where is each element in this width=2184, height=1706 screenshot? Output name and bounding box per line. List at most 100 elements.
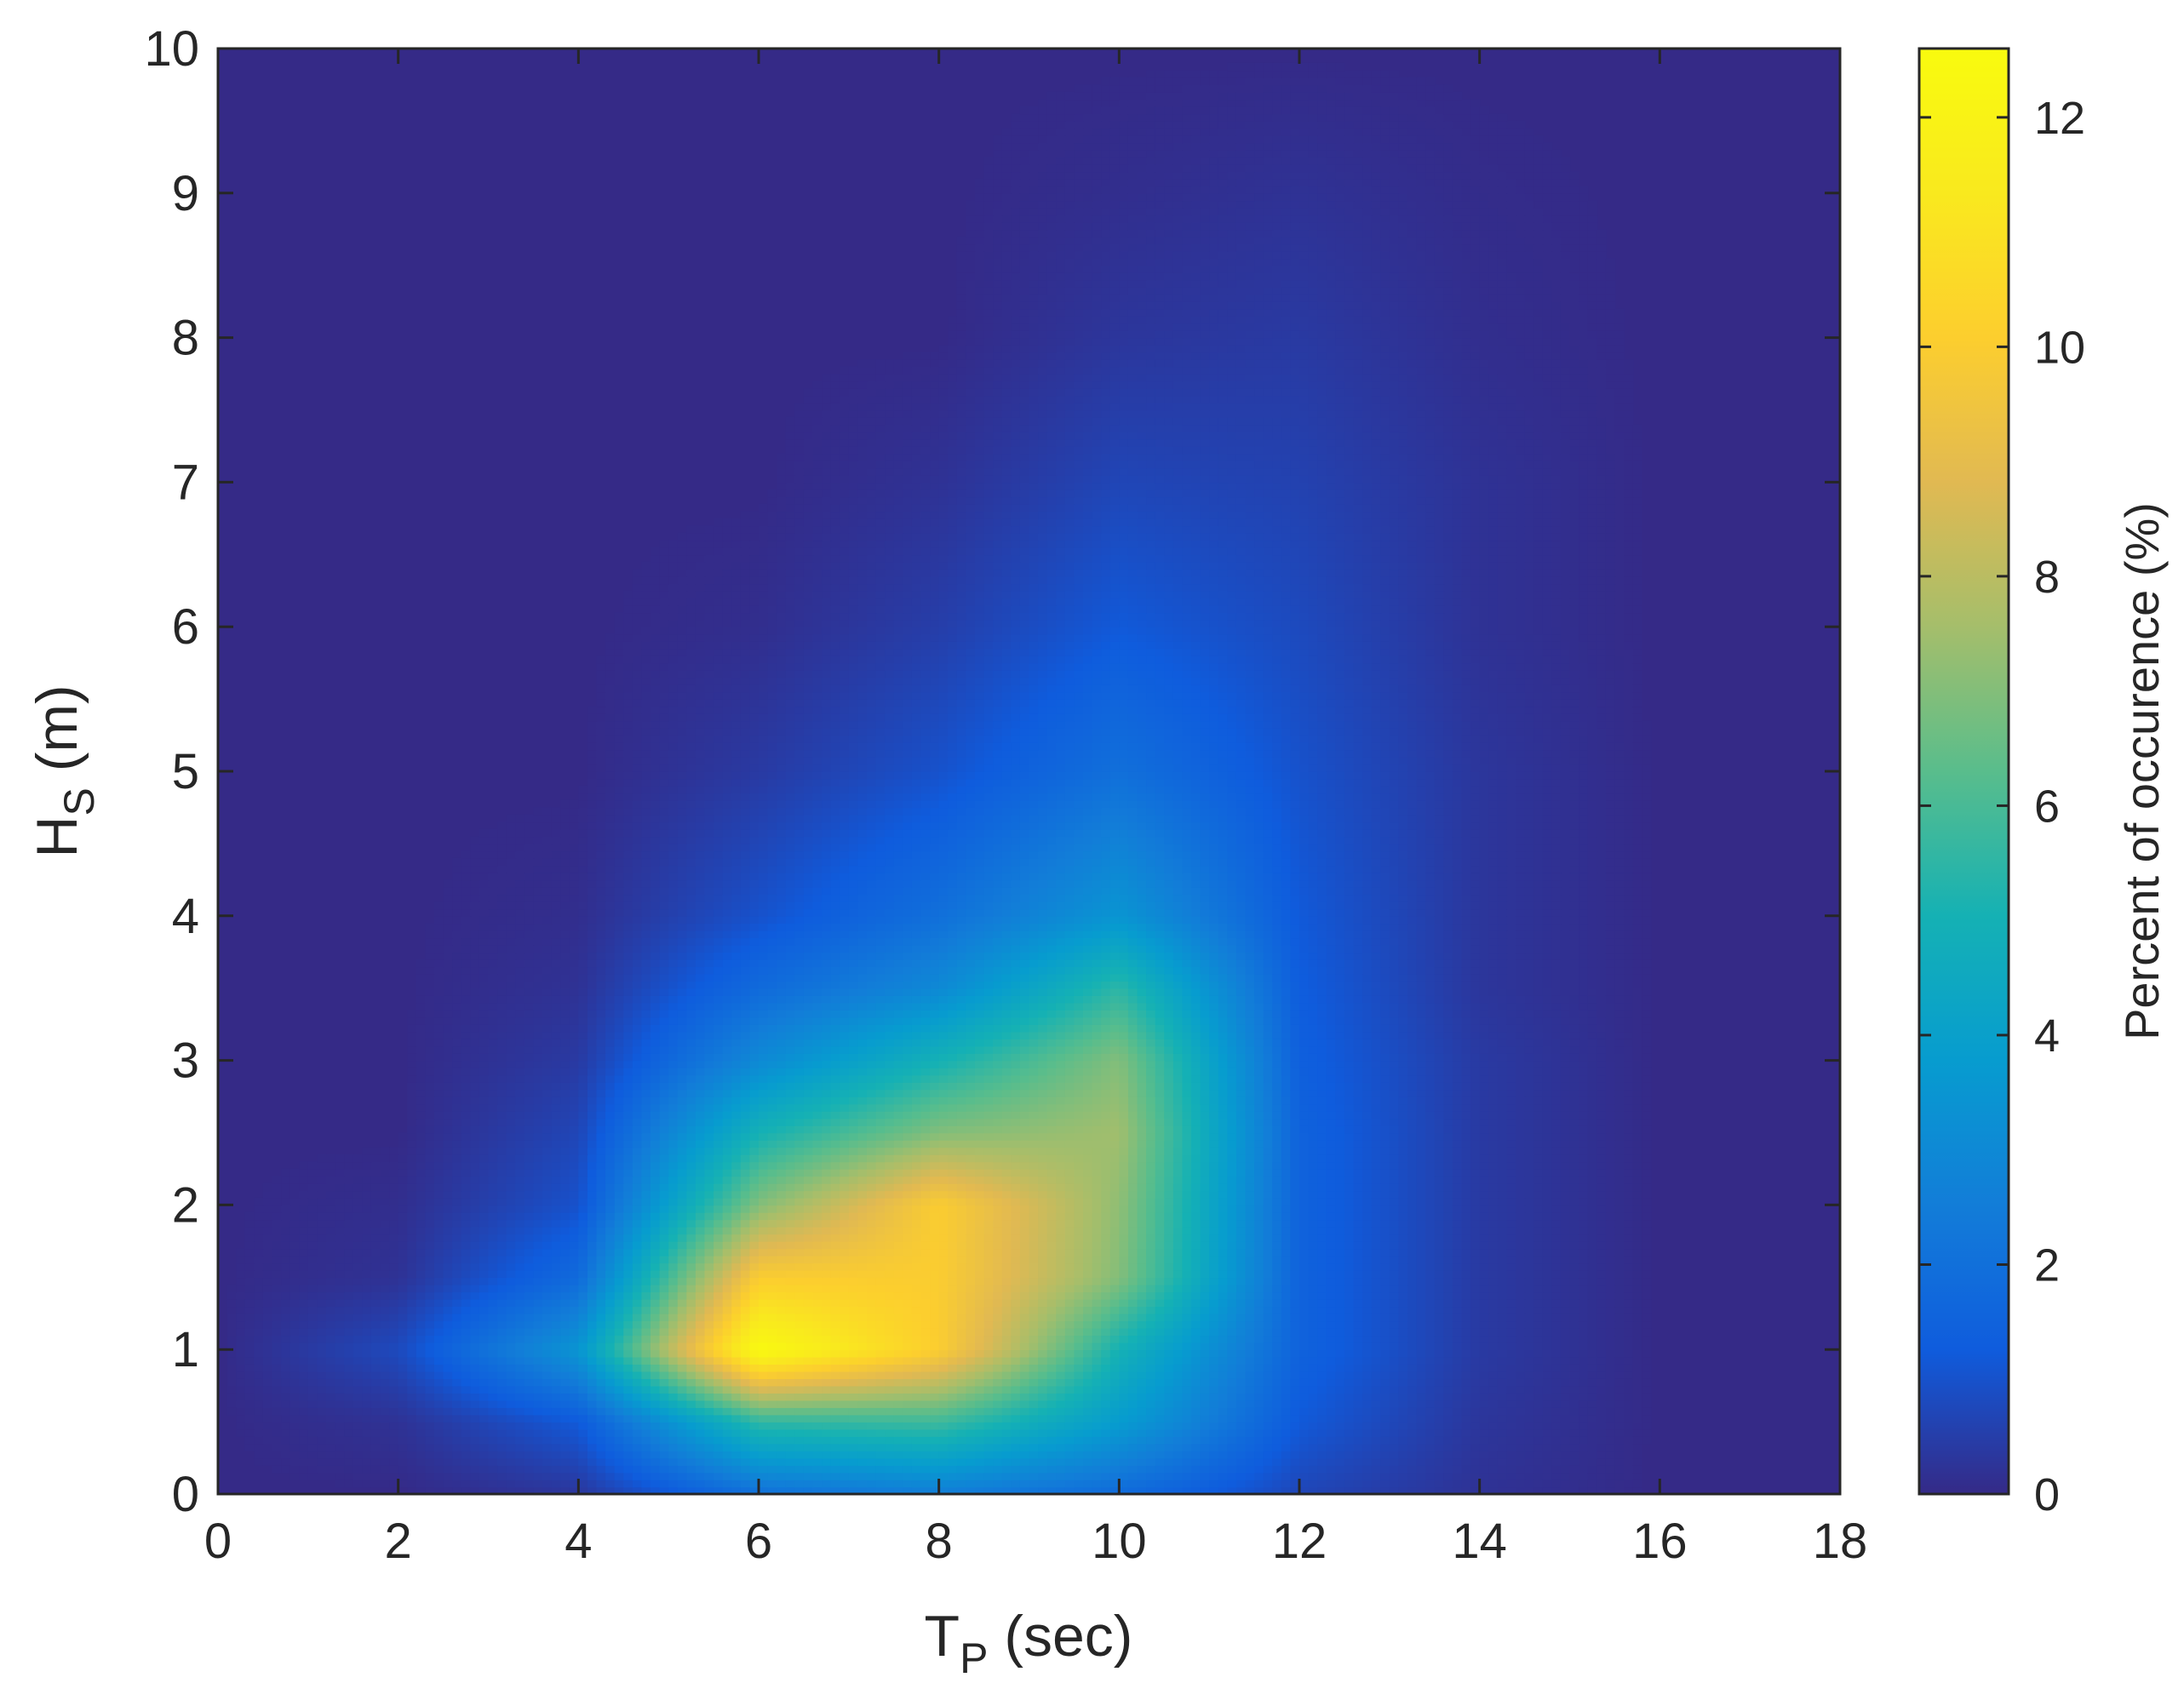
heatmap-cell [786,1277,795,1285]
heatmap-cell [867,1444,876,1451]
heatmap-cell [308,1451,318,1458]
heatmap-cell [407,1407,416,1415]
heatmap-cell [1218,1357,1228,1365]
heatmap-cell [1056,1262,1065,1270]
heatmap-cell [1470,1378,1480,1386]
heatmap-cell [1443,1451,1453,1458]
heatmap-cell [1290,1291,1299,1299]
heatmap-cell [245,1357,255,1365]
heatmap-cell [903,1400,912,1408]
heatmap-cell [1290,1436,1299,1444]
heatmap-cell [1128,1422,1138,1429]
heatmap-cell [1407,1270,1417,1278]
heatmap-cell [605,1328,615,1336]
heatmap-cell [696,1458,705,1466]
heatmap-cell [1191,1436,1201,1444]
heatmap-cell [921,1335,931,1342]
heatmap-cell [633,1429,642,1437]
heatmap-cell [1624,1386,1633,1394]
heatmap-cell [939,1473,949,1480]
heatmap-cell [939,1371,949,1379]
heatmap-cell [1056,1480,1065,1487]
heatmap-cell [353,1429,363,1437]
heatmap-cell [353,1277,363,1285]
heatmap-cell [1128,1400,1138,1408]
heatmap-cell [984,1415,994,1423]
heatmap-cell [1299,1451,1309,1458]
heatmap-cell [966,1393,975,1400]
heatmap-cell [1002,1335,1012,1342]
heatmap-cell [1002,1458,1012,1466]
heatmap-cell [507,1378,516,1386]
heatmap-cell [668,1378,678,1386]
heatmap-cell [794,1407,804,1415]
heatmap-cell [948,1262,957,1270]
heatmap-cell [525,1349,534,1357]
heatmap-cell [444,1436,453,1444]
heatmap-cell [1570,1436,1579,1444]
heatmap-cell [416,1400,426,1408]
heatmap-cell [804,1407,813,1415]
heatmap-cell [885,1270,894,1278]
heatmap-cell [1606,1407,1615,1415]
heatmap-cell [615,1444,624,1451]
heatmap-cell [1390,1393,1399,1400]
heatmap-cell [633,1328,642,1336]
heatmap-cell [353,1480,363,1487]
heatmap-cell [1182,1314,1191,1321]
heatmap-cell [1290,1320,1299,1328]
heatmap-cell [1299,1422,1309,1429]
heatmap-cell [1173,1270,1183,1278]
heatmap-cell [651,1415,660,1423]
heatmap-cell [668,1285,678,1292]
heatmap-cell [326,1386,335,1394]
heatmap-cell [1462,1436,1471,1444]
heatmap-cell [335,1270,345,1278]
heatmap-cell [444,1407,453,1415]
heatmap-cell [1092,1285,1102,1292]
heatmap-cell [1138,1436,1147,1444]
heatmap-cell [1209,1306,1218,1314]
heatmap-cell [813,1299,823,1307]
heatmap-cell [344,1277,353,1285]
heatmap-cell [570,1291,579,1299]
heatmap-cell [966,1458,975,1466]
heatmap-cell [1309,1415,1318,1423]
heatmap-cell [903,1429,912,1437]
heatmap-cell [975,1429,984,1437]
heatmap-cell [813,1429,823,1437]
heatmap-cell [1074,1328,1083,1336]
heatmap-cell [1543,1407,1552,1415]
heatmap-cell [813,1291,823,1299]
heatmap-cell [407,1371,416,1379]
heatmap-cell [381,1357,390,1365]
heatmap-cell [1525,1451,1534,1458]
heatmap-cell [425,1465,434,1473]
heatmap-cell [1498,1458,1507,1466]
heatmap-cell [668,1357,678,1365]
heatmap-cell [1335,1415,1344,1423]
heatmap-cell [1209,1335,1218,1342]
heatmap-cell [759,1444,768,1451]
heatmap-cell [948,1277,957,1285]
heatmap-cell [597,1320,606,1328]
heatmap-cell [1209,1415,1218,1423]
heatmap-cell [452,1444,461,1451]
heatmap-cell [686,1320,696,1328]
heatmap-cell [822,1386,831,1394]
heatmap-cell [651,1400,660,1408]
heatmap-cell [1488,1262,1498,1270]
heatmap-cell [1246,1328,1255,1336]
heatmap-cell [1309,1364,1318,1371]
heatmap-cell [777,1386,786,1394]
heatmap-cell [804,1400,813,1408]
heatmap-cell [542,1371,552,1379]
heatmap-cell [1110,1444,1120,1451]
heatmap-cell [921,1262,931,1270]
heatmap-cell [515,1285,525,1292]
heatmap-cell [560,1328,570,1336]
heatmap-cell [1047,1429,1057,1437]
heatmap-cell [804,1262,813,1270]
heatmap-cell [696,1364,705,1371]
heatmap-cell [1407,1429,1417,1437]
